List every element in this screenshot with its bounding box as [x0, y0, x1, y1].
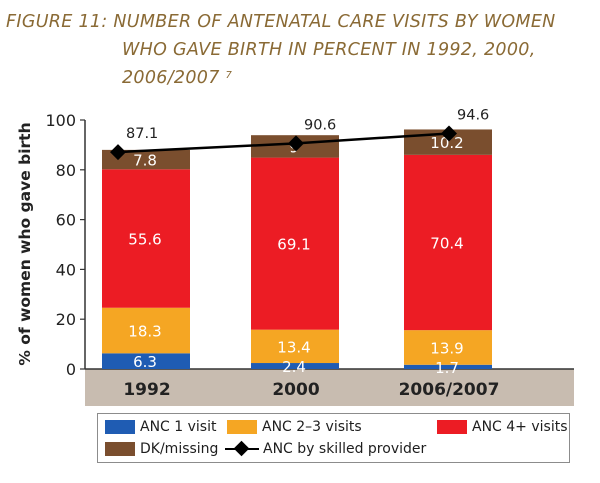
y-tick-label: 0: [66, 360, 76, 379]
diamond-marker-icon: [225, 440, 259, 457]
skilled-provider-label: 87.1: [126, 126, 158, 142]
legend-label-skilled: ANC by skilled provider: [263, 441, 427, 457]
skilled-provider-label: 90.6: [304, 117, 336, 133]
legend-item-anc4: ANC 4+ visits: [437, 419, 568, 435]
legend-item-anc1: ANC 1 visit: [105, 419, 216, 435]
title-line-2: WHO GAVE BIRTH IN PERCENT IN 1992, 2000,: [122, 40, 536, 60]
y-tick-label: 100: [45, 111, 76, 130]
legend-label-anc4: ANC 4+ visits: [472, 419, 568, 435]
bar-segment-anc4: [102, 169, 190, 308]
bar-segment-dk: [102, 149, 190, 170]
stacked-bar-chart: % of women who gave birth 0 20 40 60 80 100 6…: [16, 107, 574, 406]
x-category-label: 2006/2007: [399, 380, 500, 400]
bar-segment-anc1: [251, 363, 339, 369]
bar-segment-anc1: [102, 353, 190, 369]
segment-label-dk: 10.2: [430, 134, 463, 152]
segment-label-anc23: 13.9: [430, 339, 463, 357]
segment-label-anc4: 70.4: [430, 235, 463, 253]
segment-label-dk: 7.8: [133, 152, 157, 170]
x-axis-band: [85, 369, 574, 406]
bar-segment-anc23: [251, 329, 339, 364]
legend-item-anc23: ANC 2–3 visits: [227, 419, 362, 435]
skilled-provider-marker: [110, 144, 126, 161]
legend-label-anc1: ANC 1 visit: [140, 419, 217, 435]
title-line-1: FIGURE 11: NUMBER OF ANTENATAL CARE VISI…: [6, 12, 556, 32]
legend-label-anc23: ANC 2–3 visits: [262, 419, 362, 435]
chart-title: FIGURE 11: NUMBER OF ANTENATAL CARE VISI…: [6, 8, 596, 92]
title-line-3: 2006/2007 7: [6, 64, 596, 92]
x-category-label: 1992: [123, 380, 170, 400]
bar-segment-anc23: [404, 330, 492, 365]
segment-label-anc4: 69.1: [277, 236, 310, 254]
bar-segment-anc4: [404, 154, 492, 331]
segment-label-anc1: 6.3: [133, 353, 157, 371]
legend-swatch-anc1: [105, 420, 135, 434]
legend-item-dk: DK/missing: [105, 441, 218, 457]
skilled-provider-marker: [288, 135, 304, 152]
legend-swatch-dk: [105, 442, 135, 456]
y-axis-label: % of women who gave birth: [16, 122, 34, 365]
y-tick-label: 80: [56, 161, 76, 180]
bar-segment-anc4: [251, 157, 339, 330]
legend-swatch-anc23: [227, 420, 257, 434]
x-category-label: 2000: [272, 380, 319, 400]
bar-segment-anc1: [404, 364, 492, 369]
bar-segment-anc23: [102, 307, 190, 354]
legend-swatch-anc4: [437, 420, 467, 434]
y-tick-label: 40: [56, 260, 76, 279]
title-line-3-text: 2006/2007: [122, 68, 220, 88]
legend-label-dk: DK/missing: [140, 441, 219, 457]
segment-label-anc1: 1.7: [435, 359, 459, 377]
y-tick-label: 20: [56, 310, 76, 329]
skilled-provider-label: 94.6: [457, 107, 489, 123]
segment-label-anc23: 18.3: [128, 323, 161, 341]
segment-label-anc4: 55.6: [128, 231, 161, 249]
title-footnote: 7: [225, 70, 233, 81]
segment-label-anc23: 13.4: [277, 338, 310, 356]
y-tick-label: 60: [56, 211, 76, 230]
skilled-provider-marker: [441, 125, 457, 142]
legend: ANC 1 visit ANC 2–3 visits ANC 4+ visits…: [97, 413, 570, 463]
legend-item-skilled: ANC by skilled provider: [225, 440, 427, 457]
segment-label-anc1: 2.4: [282, 358, 306, 376]
